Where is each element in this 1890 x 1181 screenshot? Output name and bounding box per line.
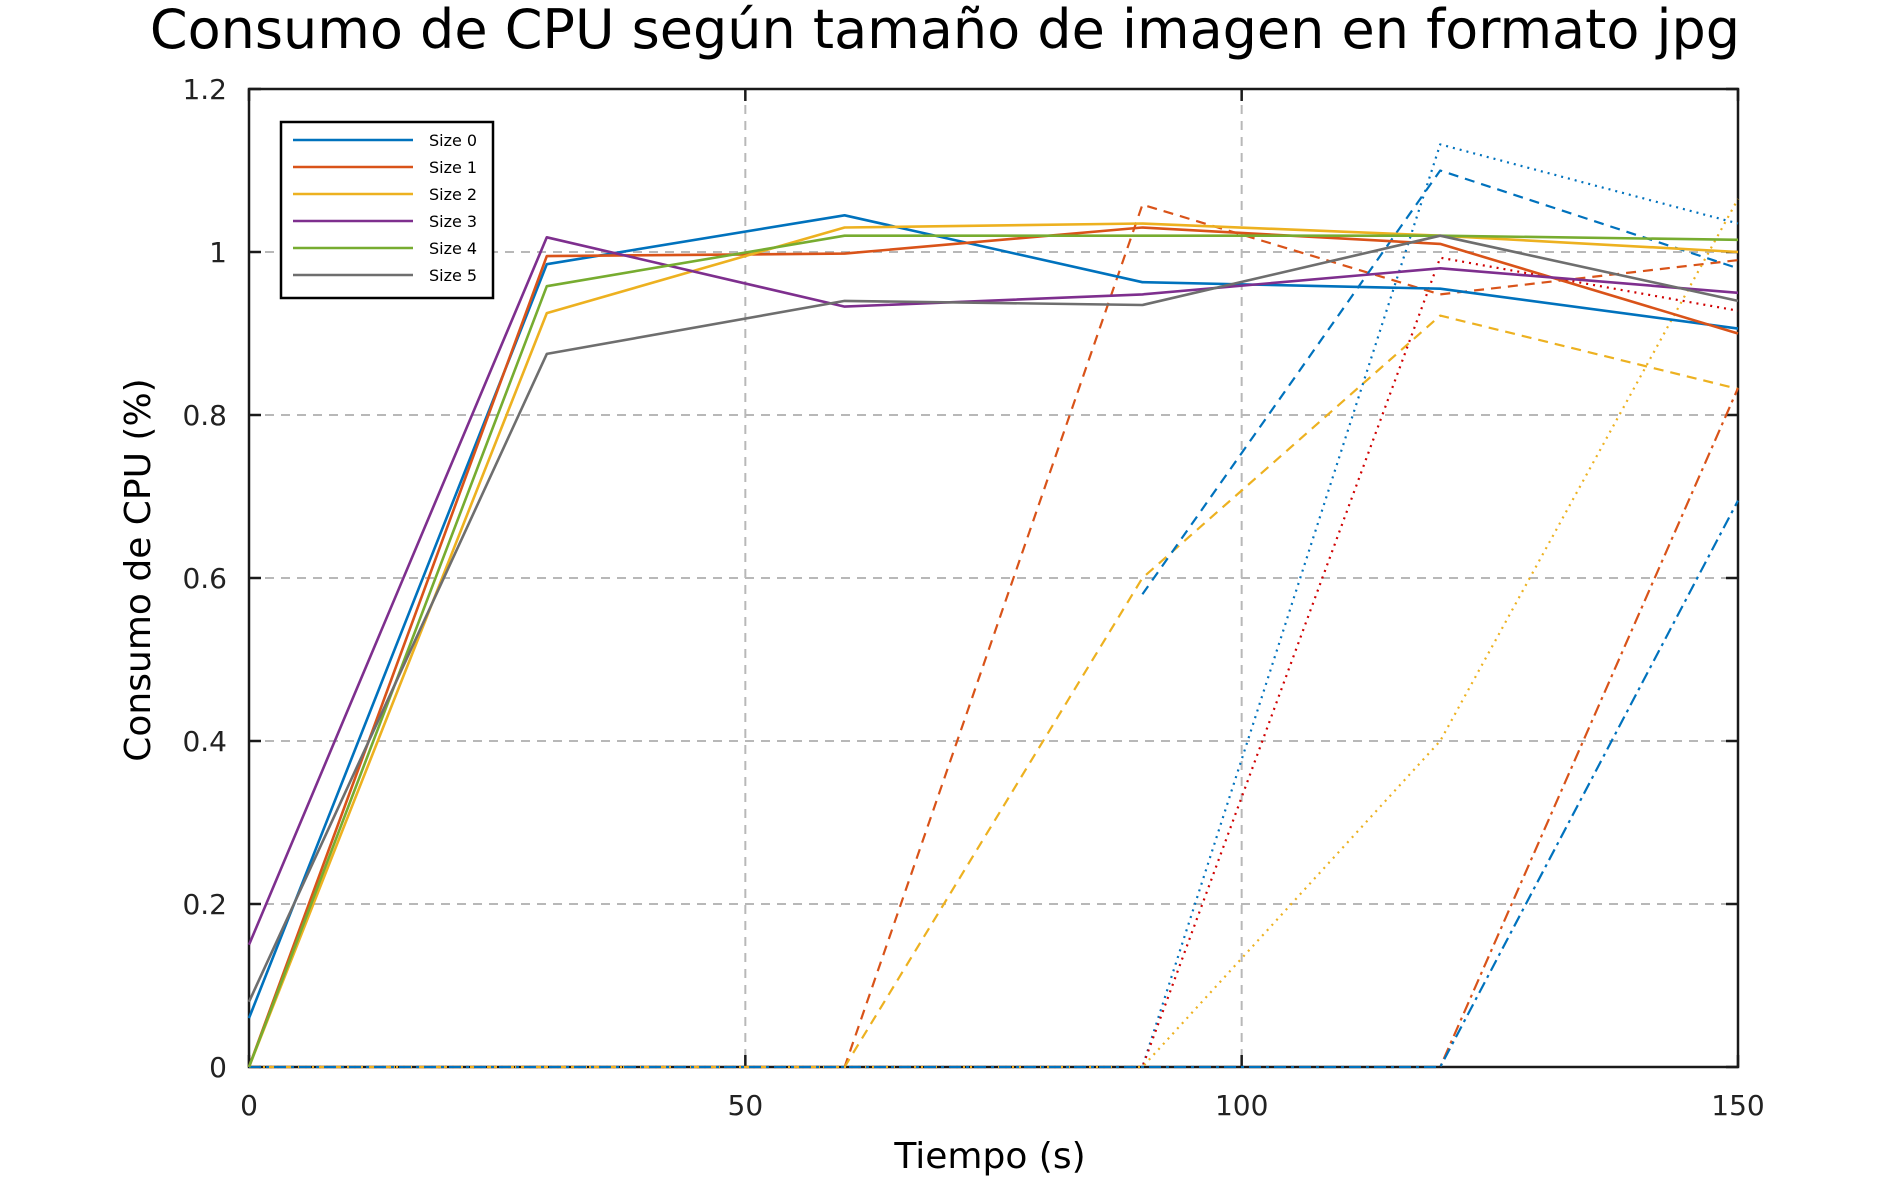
legend-label: Size 5 (429, 266, 477, 285)
legend-label: Size 4 (429, 239, 477, 258)
series-line-dotted-3 (249, 143, 1739, 1069)
legend-label: Size 3 (429, 212, 477, 231)
y-tick-label: 0.2 (182, 888, 227, 921)
x-axis-label: Tiempo (s) (893, 1136, 1085, 1177)
legend-box (279, 120, 495, 300)
series-line-dotted-4 (249, 256, 1739, 1069)
y-tick-label: 1.2 (182, 73, 227, 106)
chart-title: Consumo de CPU según tamaño de imagen en… (150, 0, 1740, 61)
y-tick-label: 0 (209, 1051, 227, 1084)
series-line-size-2 (247, 222, 1739, 1068)
x-tick-label: 50 (728, 1089, 764, 1122)
y-tick-label: 0.8 (182, 399, 227, 432)
series-line-dotted-5 (249, 198, 1739, 1069)
series-line-dashed-2 (1141, 169, 1739, 595)
series-line-dashed-1 (249, 314, 1739, 1069)
legend-label: Size 2 (429, 185, 477, 204)
series-layer (247, 143, 1740, 1069)
x-tick-label: 150 (1711, 1089, 1764, 1122)
y-tick-label: 1 (209, 236, 227, 269)
y-axis-label: Consumo de CPU (%) (118, 378, 159, 761)
legend-label: Size 0 (429, 131, 477, 150)
x-tick-label: 0 (240, 1089, 258, 1122)
y-tick-label: 0.4 (182, 725, 227, 758)
series-line-size-4 (247, 234, 1739, 1068)
x-tick-label: 100 (1215, 1089, 1268, 1122)
series-line-size-1 (247, 226, 1739, 1068)
y-tick-label: 0.6 (182, 562, 227, 595)
series-line-size-3 (247, 236, 1739, 946)
series-line-dashdot-6 (249, 387, 1740, 1069)
legend: Size 0 Size 1 Size 2 Size 3 Size 4 Size 5 (279, 120, 495, 300)
series-line-dashdot-7 (249, 500, 1739, 1069)
series-line-size-5 (247, 234, 1739, 1003)
ticks: 0 50 100 150 0 0.2 0.4 0.6 0.8 1 1.2 (182, 73, 1764, 1122)
legend-label: Size 1 (429, 158, 477, 177)
